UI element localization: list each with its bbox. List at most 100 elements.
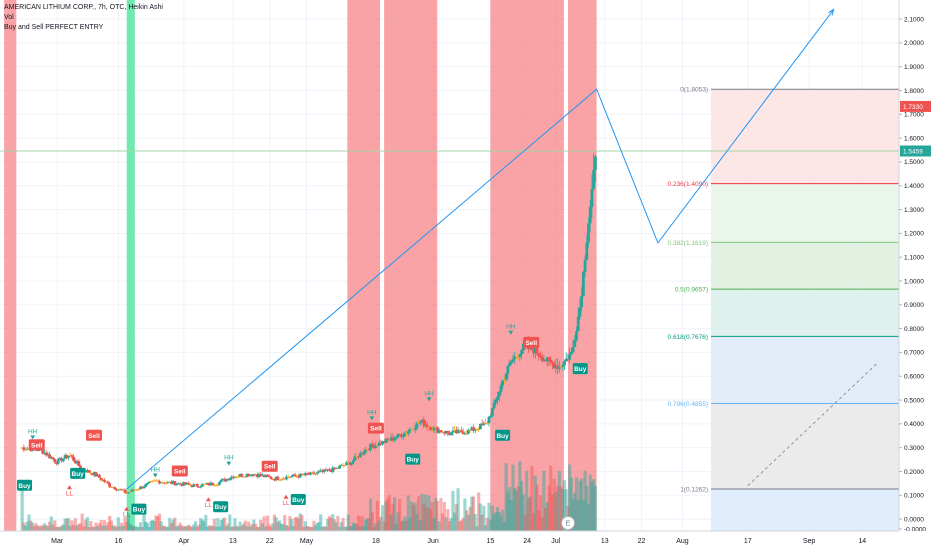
- candle-body: [432, 427, 436, 431]
- candle-body: [273, 478, 276, 481]
- candle-body: [175, 484, 179, 486]
- volume-bar: [70, 520, 74, 531]
- fib-level-label: 0.786(0.4855): [668, 401, 708, 408]
- volume-bar: [506, 492, 510, 531]
- volume-bar: [329, 517, 333, 531]
- candle-body: [360, 453, 364, 455]
- volume-bar: [140, 526, 144, 531]
- volume-bar: [550, 494, 555, 531]
- volume-bar: [116, 517, 120, 531]
- candle-body: [453, 430, 457, 432]
- symbol-title[interactable]: AMERICAN LITHIUM CORP., 7h, OTC, Heikin …: [4, 4, 163, 11]
- volume-bar: [267, 524, 271, 531]
- volume-bar: [518, 460, 522, 531]
- price-tick-label: 1.2000: [904, 231, 924, 238]
- candle-body: [94, 472, 98, 477]
- volume-bar: [296, 518, 301, 531]
- volume-bar: [533, 475, 537, 531]
- volume-bar: [173, 517, 177, 531]
- candle-body: [264, 474, 268, 478]
- sell-signal-label: Sell: [174, 468, 186, 475]
- time-tick-label: 13: [601, 538, 609, 545]
- volume-bar: [387, 495, 392, 531]
- volume-label[interactable]: Vol: [4, 14, 14, 21]
- candle-body: [255, 474, 259, 477]
- candle-body: [156, 480, 160, 482]
- volume-bar: [46, 526, 50, 531]
- volume-bar: [315, 522, 319, 531]
- candle-body: [456, 429, 460, 434]
- candle-body: [454, 430, 458, 434]
- candle-body: [73, 460, 77, 464]
- volume-bar: [384, 500, 388, 531]
- volume-bar: [415, 514, 419, 531]
- buy-signal-label: Buy: [574, 366, 587, 373]
- volume-bar: [489, 519, 493, 531]
- volume-bar: [447, 520, 452, 531]
- volume-bar: [188, 526, 192, 531]
- volume-bar: [221, 518, 225, 531]
- volume-bar: [370, 511, 374, 531]
- volume-bar: [102, 520, 107, 531]
- fibonacci-retracement[interactable]: 0(1.8053) 0.236(1.4090) 0.382(1.1619) 0.5(0…: [668, 87, 899, 531]
- volume-bar: [578, 480, 582, 531]
- volume-bar: [72, 524, 76, 531]
- candle-body: [204, 483, 208, 485]
- projection-path: [126, 9, 835, 490]
- earnings-marker[interactable]: E: [561, 516, 576, 530]
- volume-bar: [470, 496, 474, 531]
- candle-body: [372, 446, 376, 449]
- volume-bar: [420, 493, 424, 531]
- projection-lines[interactable]: [126, 8, 879, 490]
- volume-bar: [574, 477, 579, 531]
- price-axis[interactable]: 2.1000 2.0000 1.9000 1.8000 1.7000 1.6000 1.50…: [898, 0, 932, 550]
- candle-body: [125, 492, 129, 494]
- candle-body: [465, 433, 469, 435]
- volume-bar: [101, 525, 105, 531]
- volume-bar: [236, 526, 240, 531]
- volume-bar: [302, 526, 306, 531]
- candle-body: [338, 465, 342, 469]
- volume-bar: [90, 526, 95, 531]
- volume-bar: [269, 526, 273, 531]
- candle-body: [109, 486, 113, 488]
- buy-signal-badge: [213, 501, 229, 513]
- volume-bar: [360, 516, 364, 531]
- candle-body: [556, 365, 560, 369]
- volume-bar: [507, 487, 512, 531]
- down-triangle-icon: [30, 435, 36, 440]
- candle-body: [571, 346, 575, 352]
- candle-body: [391, 437, 395, 441]
- fib-band: [711, 489, 899, 531]
- candle-body: [240, 474, 244, 477]
- volume-bar: [240, 525, 244, 531]
- candle-body: [67, 455, 70, 458]
- volume-bar: [265, 515, 270, 531]
- candle-body: [92, 472, 96, 476]
- candle-body: [362, 452, 366, 455]
- candle-body: [219, 479, 223, 482]
- volume-bar: [245, 526, 249, 531]
- candle-body: [281, 478, 285, 480]
- indicator-label[interactable]: Buy and Sell PERFECT ENTRY: [4, 24, 104, 31]
- candle-body: [152, 480, 156, 482]
- candle-body: [300, 473, 304, 475]
- volume-bar: [473, 514, 477, 531]
- candle-body: [242, 476, 245, 478]
- candle-body: [472, 427, 475, 431]
- volume-bar: [561, 489, 565, 531]
- volume-bar: [569, 477, 573, 531]
- volume-bar: [480, 514, 484, 531]
- candle-body: [267, 476, 271, 478]
- time-axis[interactable]: Mar 16 Apr 13 22 May 18 Jun 15 24 Jul 13 22 Aug 17 Sep 1…: [0, 530, 932, 550]
- volume-bar: [471, 496, 476, 531]
- volume-bar: [580, 478, 584, 531]
- candle-body: [547, 357, 551, 360]
- candle-body: [364, 449, 367, 453]
- candle-body: [36, 449, 39, 451]
- event-circle: [561, 516, 576, 530]
- buy-signal-label: Buy: [407, 457, 420, 464]
- volume-bar: [592, 479, 596, 531]
- sell-zone: [384, 0, 438, 531]
